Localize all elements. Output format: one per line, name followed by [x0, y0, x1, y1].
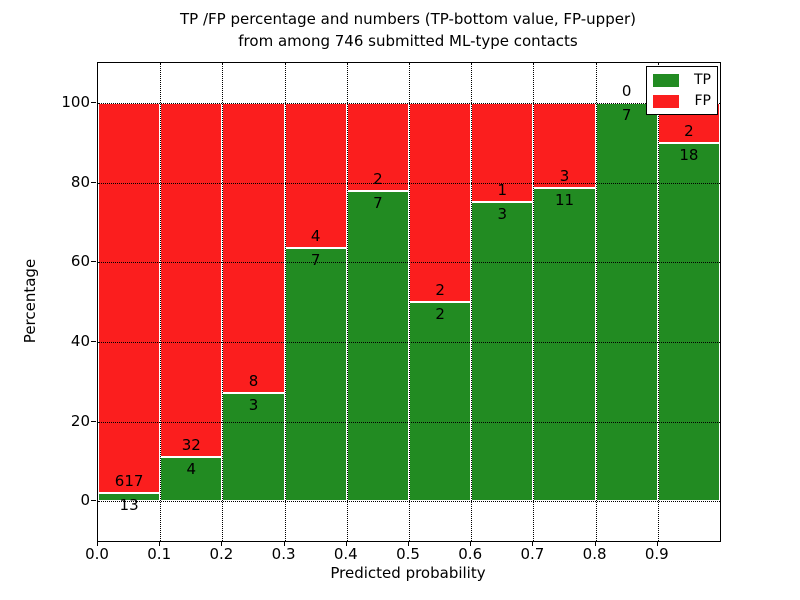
y-tick-label-40: 40: [70, 331, 90, 350]
legend-item-tp: TP: [653, 73, 711, 87]
y-tick-60: [91, 261, 96, 263]
gridline-x-0.1: [160, 63, 162, 541]
tp-count-label-4: 7: [373, 194, 383, 213]
fp-count-label-5: 2: [435, 281, 445, 299]
y-tick-label-80: 80: [70, 172, 90, 191]
bar-segment-fp-5: [409, 102, 472, 302]
y-tick-0: [91, 500, 96, 502]
gridline-x-0.7: [533, 63, 535, 541]
tp-count-label-1: 4: [186, 459, 197, 478]
x-tick-0.6: [470, 541, 472, 546]
tp-legend-label: TP: [694, 72, 711, 88]
x-tick-label-0.2: 0.2: [209, 545, 234, 563]
y-tick-100: [91, 101, 96, 103]
bar-segment-tp-9: [657, 142, 720, 502]
gridline-x-0.4: [346, 63, 348, 541]
fp-count-label-6: 1: [497, 181, 508, 200]
tp-count-label-2: 3: [248, 395, 259, 414]
tp-count-label-5: 2: [435, 305, 445, 323]
bar-segment-tp-1: [160, 456, 223, 502]
fp-count-label-9: 2: [684, 121, 694, 140]
gridline-x-0.3: [284, 63, 286, 541]
plot-area: 617 13 32 4 8 3 4 7 2 7 2 2 1 3 3 11 0 7 2 18: [97, 62, 721, 542]
y-tick-label-20: 20: [70, 411, 90, 430]
chart-title-line1: TP /FP percentage and numbers (TP-bottom…: [180, 10, 636, 28]
fp-count-label-0: 617: [114, 471, 144, 490]
bar-segment-tp-3: [284, 247, 347, 502]
x-tick-label-0.0: 0.0: [85, 545, 109, 563]
bar-segment-tp-0: [98, 492, 161, 502]
gridline-x-0.5: [409, 63, 410, 541]
chart-title: TP /FP percentage and numbers (TP-bottom…: [97, 8, 719, 52]
x-tick-label-0.3: 0.3: [271, 545, 296, 563]
x-tick-0.4: [345, 541, 347, 546]
x-tick-label-0.8: 0.8: [582, 545, 607, 563]
y-tick-40: [91, 340, 96, 342]
x-tick-0.5: [408, 541, 409, 546]
y-tick-label-0: 0: [80, 491, 90, 510]
bar-segment-fp-0: [98, 102, 161, 493]
tp-count-label-0: 13: [119, 495, 139, 514]
chart-title-line2: from among 746 submitted ML-type contact…: [238, 32, 578, 50]
bar-segment-fp-4: [346, 102, 409, 192]
x-tick-label-0.9: 0.9: [644, 545, 669, 563]
gridline-x-0.6: [471, 63, 473, 541]
bar-segment-tp-4: [346, 191, 409, 502]
y-tick-label-100: 100: [61, 92, 90, 111]
y-tick-20: [91, 420, 96, 422]
y-tick-80: [91, 181, 96, 183]
bar-segment-tp-8: [595, 102, 658, 502]
x-tick-0.7: [532, 541, 534, 546]
legend-item-fp: FP: [653, 94, 711, 108]
x-tick-label-0.7: 0.7: [520, 545, 545, 563]
x-tick-0.9: [656, 541, 658, 546]
fp-legend-swatch: [653, 94, 679, 108]
tp-count-label-6: 3: [497, 205, 508, 224]
x-tick-0.2: [221, 541, 223, 546]
x-tick-label-0.6: 0.6: [458, 545, 483, 563]
x-tick-label-0.5: 0.5: [396, 545, 420, 563]
tp-legend-swatch: [653, 73, 679, 87]
x-tick-0.8: [594, 541, 596, 546]
bar-segment-tp-5: [409, 302, 472, 502]
bar-segment-fp-7: [533, 102, 596, 189]
bar-segment-tp-7: [533, 188, 596, 502]
x-tick-label-0.4: 0.4: [333, 545, 358, 563]
gridline-x-0.2: [222, 63, 224, 541]
tp-count-label-3: 7: [310, 250, 321, 269]
x-tick-0.1: [159, 541, 161, 546]
tp-count-label-8: 7: [621, 105, 632, 124]
tp-count-label-7: 11: [554, 191, 575, 210]
gridline-x-0.9: [657, 63, 659, 541]
fp-count-label-8: 0: [621, 81, 632, 100]
bar-segment-fp-2: [222, 102, 285, 393]
fp-count-label-1: 32: [181, 435, 201, 454]
y-tick-label-60: 60: [70, 252, 90, 271]
bar-segment-tp-6: [471, 202, 534, 502]
tp-count-label-9: 18: [679, 145, 699, 164]
bar-segment-fp-1: [160, 102, 223, 457]
fp-legend-label: FP: [694, 93, 712, 109]
legend: TP FP: [646, 66, 718, 115]
x-axis-label: Predicted probability: [330, 564, 486, 582]
x-tick-0.3: [283, 541, 285, 546]
fp-count-label-4: 2: [373, 170, 383, 189]
fp-count-label-2: 8: [248, 371, 259, 390]
y-axis-label: Percentage: [21, 258, 39, 344]
fp-count-label-3: 4: [310, 226, 321, 245]
fp-count-label-7: 3: [559, 167, 570, 186]
x-tick-label-0.1: 0.1: [147, 545, 172, 563]
gridline-x-0.8: [595, 63, 597, 541]
x-tick-0.0: [97, 541, 98, 546]
